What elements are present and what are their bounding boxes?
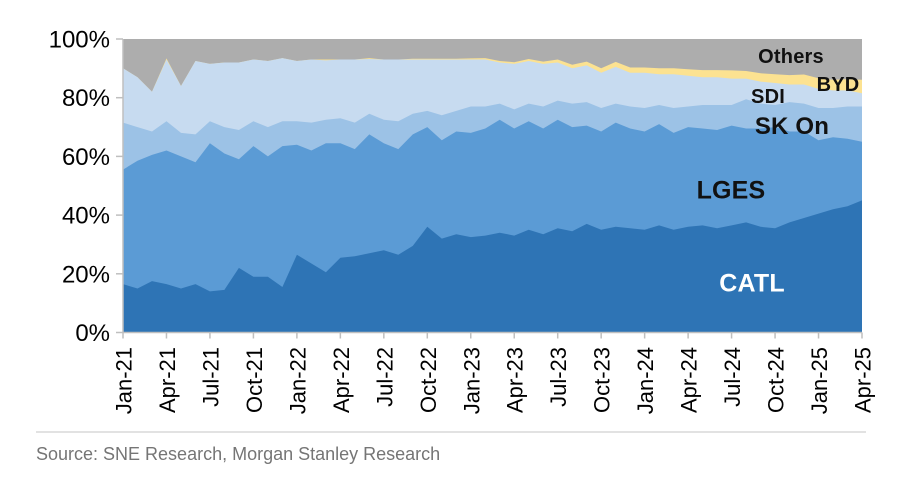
x-axis-tick-label: Apr-24 xyxy=(677,347,702,413)
x-axis-tick-label: Apr-21 xyxy=(155,347,180,413)
y-axis-tick-label: 0% xyxy=(75,320,110,347)
x-axis-tick-label: Jul-22 xyxy=(372,347,397,407)
stacked-area-chart: 0% 20% 40% 60% 80% 100% Jan-21 Apr-21 Jul-21 Oct-… xyxy=(49,27,876,415)
divider-line xyxy=(36,431,866,433)
series-label-others: Others xyxy=(758,46,824,68)
series-label-sdi: SDI xyxy=(751,86,785,108)
x-axis-tick-label: Jul-23 xyxy=(546,347,571,407)
x-axis-tick-label: Oct-21 xyxy=(242,347,267,413)
x-axis-tick-label: Oct-24 xyxy=(764,347,789,413)
x-axis-tick-label: Apr-25 xyxy=(851,347,876,413)
y-axis-tick-label: 100% xyxy=(49,27,110,54)
source-note: Source: SNE Research, Morgan Stanley Res… xyxy=(36,444,441,464)
y-axis-tick-label: 40% xyxy=(62,203,110,230)
x-axis-tick-label: Jul-24 xyxy=(720,347,745,407)
y-axis-tick-label: 60% xyxy=(62,144,110,171)
y-axis-tick-label: 20% xyxy=(62,261,110,288)
y-axis-tick-label: 80% xyxy=(62,85,110,112)
x-axis-tick-label: Jan-23 xyxy=(459,347,484,414)
x-axis-tick-label: Jan-22 xyxy=(285,347,310,414)
series-label-catl: CATL xyxy=(719,269,785,298)
x-axis-tick-label: Jan-25 xyxy=(807,347,832,414)
x-axis-tick-label: Oct-22 xyxy=(416,347,441,413)
series-label-sk-on: SK On xyxy=(754,113,830,140)
x-axis-tick-label: Oct-23 xyxy=(590,347,615,413)
series-label-lges: LGES xyxy=(696,176,766,205)
area-catl xyxy=(123,200,862,333)
series-label-byd: BYD xyxy=(816,74,860,96)
x-axis-tick-label: Apr-22 xyxy=(329,347,354,413)
x-axis-tick-label: Apr-23 xyxy=(503,347,528,413)
x-axis-tick-label: Jan-24 xyxy=(633,347,658,414)
x-axis-tick-label: Jul-21 xyxy=(198,347,223,407)
x-axis-tick-label: Jan-21 xyxy=(112,347,137,414)
